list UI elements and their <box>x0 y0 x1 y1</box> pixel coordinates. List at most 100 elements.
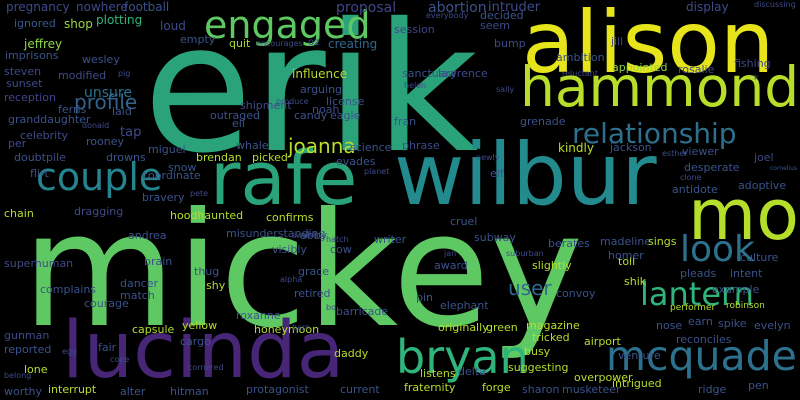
word: yellow <box>182 319 218 332</box>
word: cargo <box>180 335 211 348</box>
word: roxanne <box>236 309 281 322</box>
word: culture <box>740 251 779 264</box>
word: newly <box>476 153 500 162</box>
word: tricked <box>532 331 570 344</box>
word: modified <box>58 69 107 82</box>
word: session <box>394 23 435 36</box>
word: swarm <box>292 231 319 240</box>
word: decided <box>480 9 524 22</box>
word: pen <box>748 379 769 392</box>
word: snow <box>168 161 197 174</box>
word: rafe <box>210 136 358 222</box>
word: steven <box>4 65 42 78</box>
word: ignored <box>14 17 56 30</box>
word: toll <box>618 255 636 268</box>
word: hoodhaunted <box>170 209 244 222</box>
word: cope <box>110 355 130 364</box>
word: ferris <box>58 103 87 116</box>
word: per <box>8 137 27 150</box>
word: capsule <box>132 323 175 336</box>
word: gunman <box>4 329 50 342</box>
word: dragging <box>74 205 124 218</box>
word: plotting <box>96 13 143 27</box>
word: look <box>680 229 755 270</box>
word: kindly <box>558 141 594 155</box>
word: helen <box>404 81 427 90</box>
word: writer <box>374 233 407 246</box>
word: reluctant <box>562 69 598 78</box>
word: courage <box>84 297 129 310</box>
word: alter <box>120 385 146 398</box>
word: sunset <box>6 77 43 90</box>
word: everybody <box>426 11 469 20</box>
word: evelyn <box>754 319 791 332</box>
word: quit <box>229 37 251 50</box>
word: dancer <box>120 277 159 290</box>
word: jill <box>611 35 624 48</box>
word: unsure <box>84 85 132 101</box>
word: discussing <box>754 0 796 9</box>
word: pleads <box>680 267 717 280</box>
word: arguing <box>300 83 343 96</box>
word: noah <box>312 103 340 116</box>
word: abby <box>300 229 328 242</box>
word: doubt <box>14 151 46 164</box>
word: phrase <box>402 139 440 152</box>
word: celebrity <box>20 129 69 142</box>
word: suggesting <box>508 361 569 374</box>
word: suburban <box>506 249 544 258</box>
word: sally <box>496 85 515 94</box>
word: reconciles <box>676 333 732 346</box>
word: mickey <box>22 179 584 363</box>
word: ambition <box>556 51 605 64</box>
word: antidote <box>672 183 718 196</box>
word: pregnancy <box>6 0 70 14</box>
word: coordinate <box>142 169 201 182</box>
word: alison <box>522 0 775 93</box>
word: bump <box>494 37 526 50</box>
word: current <box>340 383 380 396</box>
word: lone <box>24 363 48 376</box>
word: fishing <box>734 57 771 70</box>
word: rosalie <box>678 63 715 76</box>
word: joel <box>754 151 774 164</box>
word: andrea <box>128 229 167 242</box>
word: proposal <box>336 0 397 16</box>
word: magazine <box>526 319 580 332</box>
word: granddaughter <box>8 113 91 126</box>
word: mo <box>688 174 800 256</box>
word: flirt <box>30 167 49 180</box>
word: jackson <box>610 141 652 154</box>
word: esther <box>662 149 688 158</box>
word: barn <box>292 323 311 332</box>
word: venture <box>618 349 661 362</box>
word: performer <box>670 303 716 313</box>
word: robinson <box>726 301 765 311</box>
word: reported <box>4 343 52 356</box>
word: engaged <box>204 3 371 47</box>
word: intrigued <box>612 377 662 390</box>
word: couple <box>36 155 163 199</box>
word: drowns <box>106 151 146 164</box>
word: egg <box>62 347 78 356</box>
word: cornelius <box>770 165 798 172</box>
word: misunderstanding <box>226 227 326 240</box>
word: erik <box>143 0 479 192</box>
word: earn <box>688 315 713 328</box>
word: grace <box>298 265 330 278</box>
word: wilbur <box>394 125 657 225</box>
word: originally <box>438 321 489 334</box>
word: elf <box>490 167 504 180</box>
word: brain <box>144 255 173 268</box>
word: fair <box>98 341 117 354</box>
word: rooney <box>86 135 124 148</box>
word: nose <box>656 319 683 332</box>
word: relationship <box>572 117 737 150</box>
word: clone <box>680 173 702 182</box>
word: adoptive <box>738 179 787 192</box>
word: worthy <box>4 385 43 398</box>
word: listens <box>420 367 456 380</box>
word: bryan <box>396 330 529 384</box>
word: tap <box>120 125 142 140</box>
